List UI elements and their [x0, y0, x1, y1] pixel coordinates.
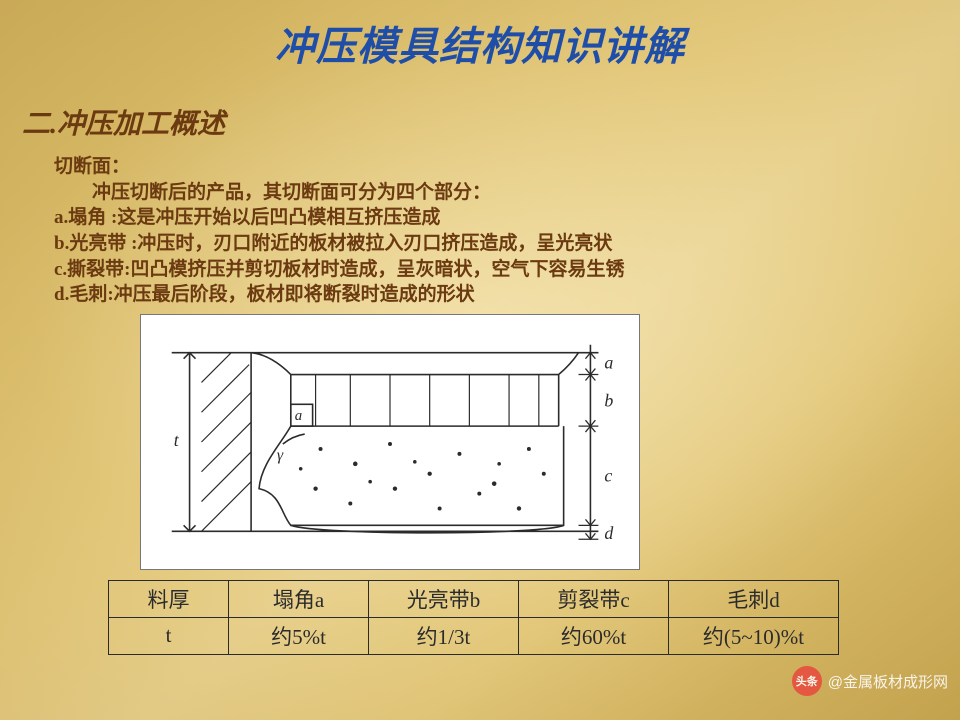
label-t: t — [174, 430, 180, 450]
zone-table: 料厚 塌角a 光亮带b 剪裂带c 毛刺d t 约5%t 约1/3t 约60%t … — [108, 580, 839, 655]
watermark: 头条 @金属板材成形网 — [792, 666, 948, 696]
label-c: c — [604, 466, 612, 486]
th-thickness: 料厚 — [109, 580, 229, 617]
label-a: a — [604, 352, 613, 372]
item-a: a.塌角 :这是冲压开始以后凹凸模相互挤压造成 — [54, 205, 884, 231]
sub-heading: 切断面： — [54, 154, 884, 180]
watermark-badge-icon: 头条 — [792, 666, 822, 696]
label-b: b — [604, 390, 613, 410]
cross-section-diagram: t a γ a b c d — [140, 314, 640, 570]
table-row: t 约5%t 约1/3t 约60%t 约(5~10)%t — [109, 617, 839, 654]
td-a: 约5%t — [229, 617, 369, 654]
td-d: 约(5~10)%t — [669, 617, 839, 654]
item-c: c.撕裂带:凹凸模挤压并剪切板材时造成，呈灰暗状，空气下容易生锈 — [54, 257, 884, 283]
table-row: 料厚 塌角a 光亮带b 剪裂带c 毛刺d — [109, 580, 839, 617]
th-a: 塌角a — [229, 580, 369, 617]
item-b: b.光亮带 :冲压时，刃口附近的板材被拉入刃口挤压造成，呈光亮状 — [54, 231, 884, 257]
body-text: 切断面： 冲压切断后的产品，其切断面可分为四个部分： a.塌角 :这是冲压开始以… — [54, 154, 884, 308]
label-gamma: γ — [277, 447, 284, 464]
diagram-svg: t a γ a b c d — [141, 315, 639, 569]
page-title: 冲压模具结构知识讲解 — [0, 0, 960, 72]
td-b: 约1/3t — [369, 617, 519, 654]
label-d: d — [604, 523, 613, 543]
td-t: t — [109, 617, 229, 654]
th-b: 光亮带b — [369, 580, 519, 617]
th-d: 毛刺d — [669, 580, 839, 617]
section-heading: 二.冲压加工概述 — [22, 102, 960, 142]
label-a-inner: a — [295, 408, 302, 424]
intro-line: 冲压切断后的产品，其切断面可分为四个部分： — [54, 180, 884, 206]
td-c: 约60%t — [519, 617, 669, 654]
watermark-text: @金属板材成形网 — [828, 671, 948, 692]
item-d: d.毛刺:冲压最后阶段，板材即将断裂时造成的形状 — [54, 282, 884, 308]
th-c: 剪裂带c — [519, 580, 669, 617]
